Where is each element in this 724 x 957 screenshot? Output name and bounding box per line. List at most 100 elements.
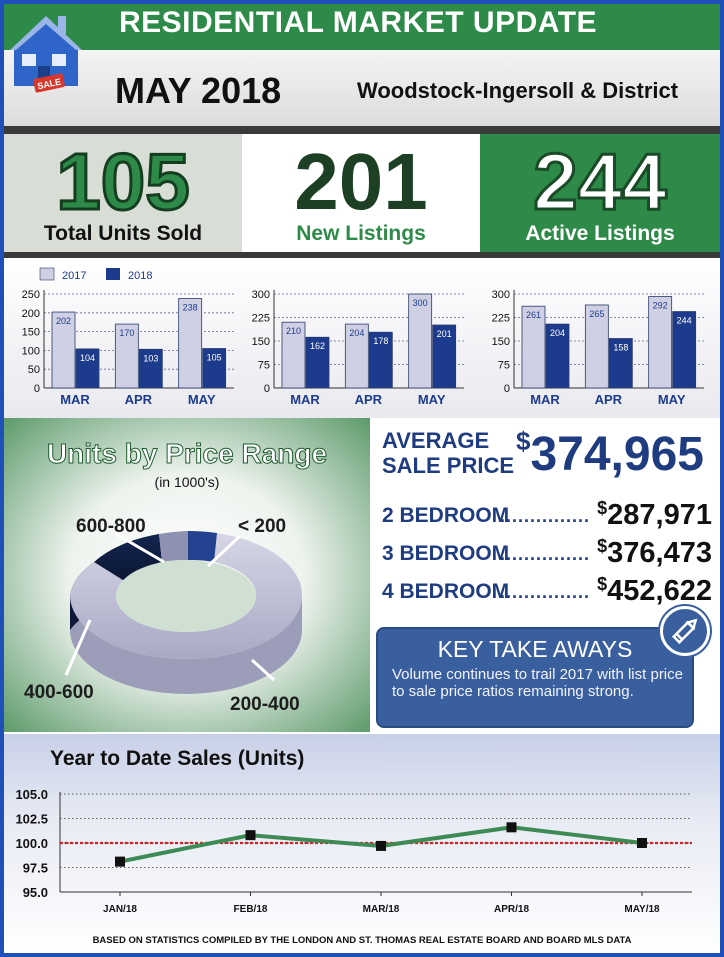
bedroom-name: 3 BEDROOM xyxy=(382,542,510,565)
bedroom-row-3: 3 BEDROOM ............... $376,473 xyxy=(382,536,712,569)
y-tick-label: 150 xyxy=(252,336,270,348)
y-tick-label: 102.5 xyxy=(15,812,48,827)
x-tick-label: FEB/18 xyxy=(234,904,268,915)
stat-value: 201 xyxy=(294,137,428,226)
slice-400-600 xyxy=(94,534,162,582)
average-label-line2: SALE PRICE xyxy=(382,453,515,478)
y-tick-label: 97.5 xyxy=(23,861,48,876)
donut-wall-200-400 xyxy=(70,595,302,694)
average-sale-price: $374,965 xyxy=(516,426,704,482)
slice-200-400 xyxy=(70,533,303,659)
page-title: RESIDENTIAL MARKET UPDATE xyxy=(118,6,598,39)
bar-2018-MAY xyxy=(432,324,457,389)
report-month: MAY 2018 xyxy=(115,70,282,111)
bar-2017-APR xyxy=(584,304,609,389)
bedroom-price-value: 376,473 xyxy=(607,537,712,569)
bar-value-label: 204 xyxy=(349,328,364,338)
y-tick-label: 0 xyxy=(34,383,40,395)
bedroom-price: $452,622 xyxy=(597,574,712,608)
bar-2017-APR xyxy=(114,323,139,389)
x-category-label: MAR xyxy=(60,392,90,407)
bedroom-name: 4 BEDROOM xyxy=(382,580,510,603)
leader-dots: ............... xyxy=(500,544,591,564)
y-tick-label: 100 xyxy=(22,345,40,357)
divider xyxy=(4,252,720,258)
x-tick-label: JAN/18 xyxy=(103,904,137,915)
bar-value-label: 170 xyxy=(119,328,134,338)
label-lt-200: < 200 xyxy=(238,516,287,537)
bar-2017-MAY xyxy=(648,296,673,389)
x-category-label: MAY xyxy=(418,392,446,407)
bar-value-label: 261 xyxy=(526,310,541,320)
stat-label: Total Units Sold xyxy=(43,222,203,245)
price-range-title: Units by Price Range xyxy=(46,438,328,470)
currency-symbol: $ xyxy=(597,574,608,594)
bar-charts: 250 200 150 100 50 0 202 104 MAR 170 103 APR 238 105 M… xyxy=(22,267,704,407)
y-tick-label: 0 xyxy=(504,383,510,395)
pencil-icon xyxy=(660,606,710,656)
ytd-point-JAN/18 xyxy=(115,856,125,867)
y-tick-label: 100.0 xyxy=(15,836,48,851)
bar-2017-MAR xyxy=(521,305,546,389)
source-footnote: BASED ON STATISTICS COMPILED BY THE LOND… xyxy=(92,935,632,946)
bar-2018-APR xyxy=(368,331,393,389)
y-tick-label: 50 xyxy=(28,364,40,376)
bar-value-label: 244 xyxy=(677,316,692,326)
bar-value-label: 178 xyxy=(373,336,388,346)
bar-value-label: 103 xyxy=(143,353,158,363)
legend-label-2018: 2018 xyxy=(128,270,152,282)
bar-value-label: 265 xyxy=(589,309,604,319)
bar-2018-APR xyxy=(138,348,163,389)
y-tick-label: 150 xyxy=(22,327,40,339)
ytd-point-MAR/18 xyxy=(376,840,386,851)
bedroom-row-4: 4 BEDROOM ............... $452,622 xyxy=(382,574,712,608)
x-tick-label: MAR/18 xyxy=(363,904,400,915)
currency-symbol: $ xyxy=(597,536,608,556)
average-price-value: 374,965 xyxy=(530,428,704,481)
x-category-label: APR xyxy=(125,392,153,407)
bedroom-name: 2 BEDROOM xyxy=(382,504,510,527)
divider xyxy=(4,126,720,134)
bar-2018-MAR xyxy=(545,323,570,389)
bar-2018-MAR xyxy=(305,336,330,389)
legend-label-2017: 2017 xyxy=(62,270,86,282)
bar-value-label: 300 xyxy=(413,298,428,308)
x-category-label: MAR xyxy=(290,392,320,407)
y-tick-label: 250 xyxy=(22,289,40,301)
bar-2017-APR xyxy=(344,323,369,389)
y-tick-label: 150 xyxy=(492,336,510,348)
stat-label: New Listings xyxy=(296,222,426,245)
bar-value-label: 162 xyxy=(310,341,325,351)
bar-2017-MAY xyxy=(408,293,433,389)
y-tick-label: 95.0 xyxy=(23,885,48,900)
y-tick-label: 225 xyxy=(252,313,270,325)
bar-value-label: 238 xyxy=(183,303,198,313)
currency-symbol: $ xyxy=(516,426,531,456)
leader-dots: ............... xyxy=(500,582,591,602)
y-tick-label: 75 xyxy=(258,360,270,372)
x-tick-label: MAY/18 xyxy=(624,904,660,915)
y-tick-label: 200 xyxy=(22,308,40,320)
bar-2017-MAR xyxy=(281,321,306,389)
bar-2018-MAR xyxy=(75,348,100,389)
currency-symbol: $ xyxy=(597,498,608,518)
house-logo-icon: SALE xyxy=(10,16,82,93)
average-price-label: AVERAGE SALE PRICE xyxy=(382,428,514,478)
stat-total-units-sold: 105 Total Units Sold xyxy=(4,134,242,252)
title-bar xyxy=(4,4,720,50)
bar-value-label: 104 xyxy=(80,353,95,363)
y-tick-label: 300 xyxy=(252,289,270,301)
leader-600-800 xyxy=(115,532,165,564)
donut-hole xyxy=(116,560,256,632)
label-200-400: 200-400 xyxy=(230,694,300,715)
stat-value: 244 xyxy=(532,137,668,226)
label-400-600: 400-600 xyxy=(24,682,94,703)
key-takeaways-box xyxy=(376,627,694,728)
stat-value: 105 xyxy=(55,137,191,226)
bar-value-label: 201 xyxy=(437,329,452,339)
ytd-title: Year to Date Sales (Units) xyxy=(50,747,305,770)
bedroom-price-value: 287,971 xyxy=(607,499,712,531)
x-category-label: APR xyxy=(355,392,383,407)
leader-400-600 xyxy=(64,619,92,676)
